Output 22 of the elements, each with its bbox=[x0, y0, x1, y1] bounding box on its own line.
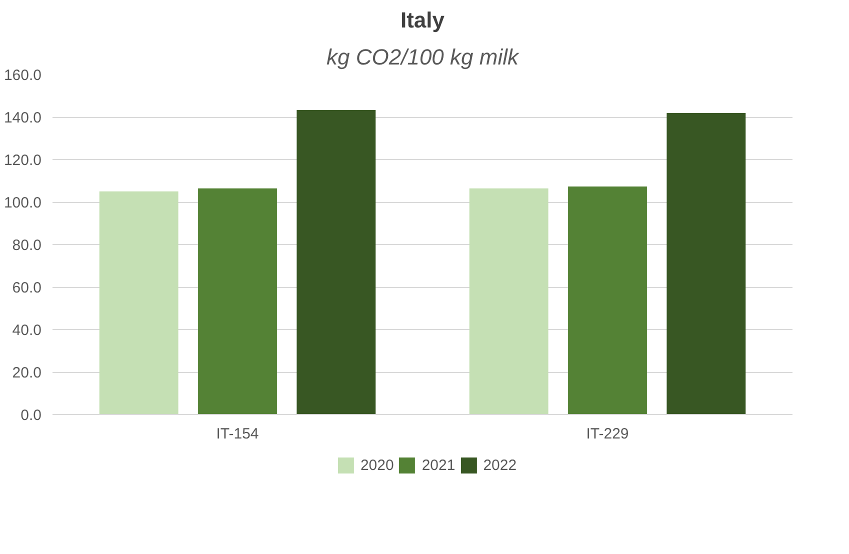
x-tick-label: IT-229 bbox=[586, 426, 629, 442]
bar bbox=[99, 191, 178, 414]
y-tick-label: 120.0 bbox=[4, 152, 42, 169]
chart-subtitle: kg CO2/100 kg milk bbox=[326, 44, 520, 70]
legend-label: 2022 bbox=[483, 456, 517, 474]
y-tick-label: 160.0 bbox=[4, 67, 42, 84]
y-tick-label: 20.0 bbox=[12, 364, 42, 382]
y-tick-label: 0.0 bbox=[20, 407, 42, 424]
bar bbox=[568, 186, 647, 414]
y-tick-label: 100.0 bbox=[4, 194, 42, 212]
bar bbox=[666, 112, 746, 414]
chart-title: Italy bbox=[400, 8, 446, 32]
bar bbox=[469, 188, 548, 414]
y-tick-label: 80.0 bbox=[12, 237, 42, 254]
bar bbox=[296, 110, 376, 414]
legend-label: 2021 bbox=[422, 456, 456, 474]
bar bbox=[198, 188, 277, 414]
y-tick-label: 140.0 bbox=[4, 110, 42, 126]
legend-label: 2020 bbox=[360, 456, 394, 474]
y-tick-label: 40.0 bbox=[12, 322, 42, 339]
y-tick-label: 60.0 bbox=[12, 280, 42, 296]
x-tick-label: IT-154 bbox=[216, 426, 259, 442]
